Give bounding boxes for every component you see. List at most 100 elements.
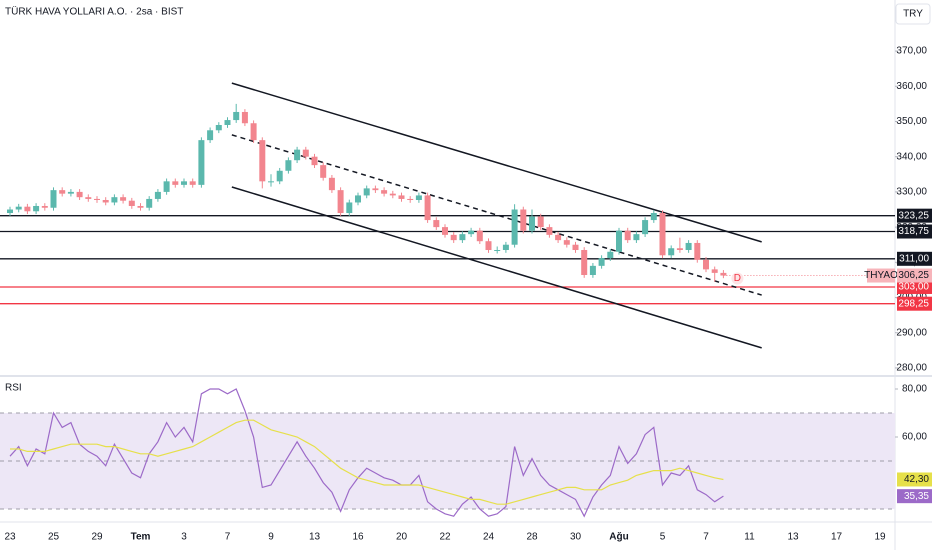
- value-badge-label: 42,30: [904, 474, 929, 485]
- candle-body: [598, 258, 605, 266]
- currency-box[interactable]: [895, 3, 931, 25]
- x-tick-label: 19: [874, 532, 886, 543]
- candle-body: [502, 244, 509, 250]
- candle-body: [7, 209, 13, 214]
- candle-body: [276, 170, 283, 182]
- candle-body: [181, 181, 187, 185]
- candle-body: [85, 197, 92, 199]
- price-line-badge: [897, 224, 932, 239]
- x-tick-label: 20: [396, 532, 408, 543]
- price-line-label: 298,25: [898, 298, 929, 309]
- candle-body: [624, 230, 631, 241]
- candle-body: [694, 242, 701, 260]
- y-tick-label: 80,00: [902, 384, 927, 395]
- candle-body: [529, 216, 535, 231]
- x-tick-label: 3: [181, 532, 187, 543]
- candle-body: [67, 191, 74, 194]
- candle-body: [459, 234, 466, 241]
- trendline: [231, 82, 762, 243]
- candle-body: [207, 130, 214, 141]
- candle-body: [294, 149, 301, 161]
- candle-body: [137, 205, 144, 208]
- candle-body: [250, 123, 257, 141]
- price-line-label: 311,00: [899, 253, 929, 264]
- x-tick-label: 29: [91, 532, 103, 543]
- x-tick-label: 7: [703, 532, 709, 543]
- y-tick-label: 370,00: [896, 46, 927, 57]
- price-line-label: 318,75: [898, 226, 929, 237]
- candle-body: [433, 220, 440, 228]
- candle-body: [302, 149, 309, 157]
- last-price-label: 306,25: [898, 270, 929, 281]
- x-tick-label: 28: [526, 532, 538, 543]
- candle-body: [442, 227, 448, 235]
- value-badge: [897, 489, 932, 504]
- chart-title: TÜRK HAVA YOLLARI A.O. · 2sa · BIST: [5, 6, 183, 18]
- x-tick-label: 7: [225, 532, 231, 543]
- candle-body: [198, 140, 205, 185]
- candle-body: [650, 213, 657, 221]
- candle-body: [41, 205, 48, 208]
- candle-body: [346, 202, 353, 214]
- x-tick-label: 13: [309, 532, 321, 543]
- price-line-label: 323,25: [898, 210, 929, 221]
- candle-body: [476, 230, 483, 242]
- candle-body: [581, 250, 588, 275]
- candle-body: [415, 195, 422, 200]
- y-tick-label: 280,00: [896, 363, 927, 374]
- candle-body: [720, 272, 727, 276]
- candle-body: [172, 181, 179, 185]
- candle-body: [215, 125, 222, 131]
- price-line-badge: [897, 296, 932, 311]
- x-tick-label: 13: [787, 532, 799, 543]
- x-tick-label: Ağu: [609, 532, 628, 543]
- candle-body: [450, 234, 457, 241]
- candle-body: [337, 190, 344, 214]
- rsi-line: [9, 388, 724, 518]
- x-tick-label: 16: [352, 532, 364, 543]
- candle-body: [711, 269, 718, 273]
- candle-body: [589, 265, 596, 275]
- x-tick-label: 23: [4, 532, 16, 543]
- candle-body: [468, 230, 475, 235]
- x-tick-label: 30: [570, 532, 582, 543]
- value-badge-label: 35,35: [904, 491, 929, 502]
- candle-body: [355, 195, 361, 203]
- candle-body: [389, 193, 396, 196]
- symbol-label: THYAO: [864, 270, 898, 281]
- price-line-label: 303,00: [898, 282, 929, 293]
- y-tick-label: 60,00: [902, 432, 927, 443]
- x-tick-label: 24: [483, 532, 495, 543]
- candle-body: [259, 140, 266, 182]
- price-line-badge: [897, 208, 932, 223]
- y-tick-label: 350,00: [896, 116, 927, 127]
- y-tick-label: 340,00: [896, 151, 927, 162]
- candle-body: [676, 248, 683, 250]
- candle-body: [163, 181, 170, 192]
- candle-body: [546, 227, 553, 235]
- currency[interactable]: TRY: [903, 9, 923, 20]
- trendline: [231, 186, 762, 349]
- candle-body: [15, 206, 22, 210]
- y-tick-label: 330,00: [896, 187, 927, 198]
- x-tick-label: 22: [439, 532, 451, 543]
- price-line-badge: [897, 279, 932, 294]
- candle-body: [537, 216, 544, 228]
- candle-body: [381, 190, 388, 194]
- last-price-badge: [897, 268, 932, 283]
- candle-body: [285, 160, 292, 171]
- candle-body: [616, 230, 622, 252]
- x-tick-label: 9: [268, 532, 274, 543]
- x-tick-label: 17: [831, 532, 843, 543]
- candle-body: [520, 209, 527, 231]
- candle-body: [320, 165, 327, 178]
- rsi-line: [10, 419, 724, 505]
- symbol-badge: [867, 268, 895, 283]
- candle-body: [328, 177, 335, 191]
- candle-body: [607, 251, 614, 259]
- candle-body: [363, 188, 370, 196]
- candle-body: [111, 197, 118, 203]
- candle-body: [50, 190, 57, 208]
- candle-body: [76, 191, 83, 198]
